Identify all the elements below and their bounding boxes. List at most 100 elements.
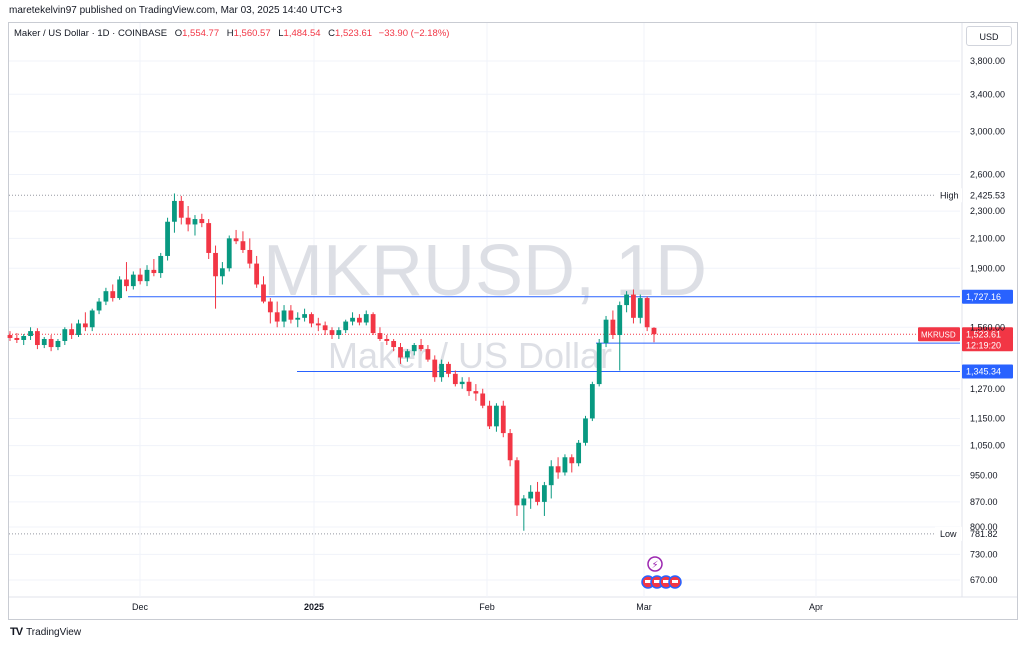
- low-marker-label: Low: [940, 529, 957, 539]
- candle-body: [281, 310, 287, 322]
- candle-body: [322, 325, 328, 331]
- publisher-line: maretekelvin97 published on TradingView.…: [9, 5, 343, 16]
- candle-body: [391, 340, 397, 348]
- candle-body: [404, 351, 410, 358]
- candle-body: [219, 268, 225, 277]
- candle-body: [617, 305, 623, 336]
- y-tick-label: 1,900.00: [970, 263, 1005, 273]
- candle-body: [480, 393, 486, 406]
- candle-body: [555, 466, 561, 473]
- legend-change: −33.90 (−2.18%): [378, 28, 450, 39]
- candle-body: [548, 466, 554, 486]
- candle-body: [541, 485, 547, 502]
- flag-icon: [645, 580, 651, 583]
- symbol-tag: MKRUSD: [921, 330, 956, 339]
- candle-body: [624, 294, 629, 306]
- y-tick-label: 950.00: [970, 471, 998, 481]
- candle-body: [185, 217, 191, 225]
- high-value-bg: [965, 188, 1017, 203]
- tradingview-logo[interactable]: TV TradingView: [10, 626, 81, 638]
- candle-body: [41, 338, 47, 346]
- candle-body: [76, 323, 81, 336]
- candle-body: [48, 338, 54, 348]
- price-countdown: 12:19:20: [966, 340, 1001, 350]
- y-tick-label: 3,400.00: [970, 89, 1005, 99]
- candle-body: [158, 255, 164, 274]
- low-value-bg: [965, 526, 1017, 541]
- candle-body: [336, 330, 342, 336]
- candle-body: [343, 321, 349, 331]
- price-label-bg: [962, 327, 1013, 352]
- currency-button[interactable]: USD: [966, 26, 1012, 46]
- candle-body: [213, 252, 218, 277]
- candle-body: [631, 294, 636, 318]
- candle-body: [439, 363, 445, 378]
- candle-body: [507, 433, 513, 461]
- candle-body: [569, 457, 575, 464]
- candle-body: [398, 347, 403, 358]
- candle-body: [35, 331, 40, 346]
- x-tick-label: Feb: [479, 602, 495, 612]
- legend-low: 1,484.54: [283, 28, 321, 39]
- symbol-tag-bg: [918, 327, 960, 342]
- ohlc-legend: Maker / US Dollar · 1D · COINBASE O1,554…: [14, 28, 449, 39]
- candle-body: [596, 342, 602, 385]
- candle-body: [172, 200, 177, 222]
- candle-body: [357, 317, 362, 323]
- high-marker-label: High: [940, 190, 959, 200]
- candle-body: [514, 460, 520, 506]
- legend-open: 1,554.77: [182, 28, 220, 39]
- candle-body: [62, 329, 68, 341]
- candle-body: [576, 442, 582, 464]
- y-tick-label: 1,560.00: [970, 322, 1005, 332]
- watermark-name: Maker / US Dollar: [328, 335, 612, 376]
- candle-body: [610, 319, 616, 336]
- level-label-bg: [962, 289, 1013, 304]
- candle-body: [69, 329, 75, 336]
- candle-body: [377, 333, 383, 339]
- candle-body: [261, 284, 266, 302]
- candle-body: [82, 323, 88, 328]
- candle-body: [233, 238, 239, 242]
- low-marker-bg: [935, 526, 962, 541]
- candle-body: [302, 314, 307, 318]
- x-tick-label: Mar: [636, 602, 652, 612]
- candle-body: [315, 323, 321, 326]
- tradingview-brand: TradingView: [26, 627, 82, 638]
- candle-body: [452, 373, 458, 385]
- candle-body: [192, 219, 198, 225]
- candle-body: [363, 314, 369, 323]
- high-marker-bg: [935, 188, 962, 203]
- candle-body: [151, 269, 157, 274]
- candle-body: [411, 345, 417, 352]
- level-label: 1,727.16: [966, 292, 1001, 302]
- candle-body: [110, 291, 116, 299]
- low-marker-value: 781.82: [970, 529, 998, 539]
- candle-body: [418, 345, 424, 350]
- high-marker-value: 2,425.53: [970, 190, 1005, 200]
- candle-body: [500, 405, 506, 434]
- candle-body: [350, 317, 355, 322]
- candle-body: [14, 337, 20, 340]
- level-label: 1,345.34: [966, 367, 1001, 377]
- chart-frame: [8, 22, 1018, 620]
- candle-body: [7, 335, 13, 338]
- candle-body: [329, 330, 335, 336]
- candle-body: [466, 381, 472, 392]
- candle-body: [487, 405, 492, 427]
- candle-body: [384, 338, 390, 341]
- legend-high-label: H: [226, 28, 234, 39]
- candle-body: [644, 298, 650, 328]
- candle-body: [206, 223, 212, 253]
- candle-body: [254, 263, 260, 285]
- candle-body: [288, 310, 294, 320]
- x-tick-label: Apr: [809, 602, 823, 612]
- lightning-event-icon[interactable]: [647, 556, 663, 572]
- candle-body: [240, 241, 246, 250]
- legend-open-label: O: [174, 28, 183, 39]
- candle-body: [165, 221, 170, 256]
- candle-body: [28, 331, 33, 337]
- candle-body: [432, 359, 438, 378]
- candle-body: [267, 301, 273, 313]
